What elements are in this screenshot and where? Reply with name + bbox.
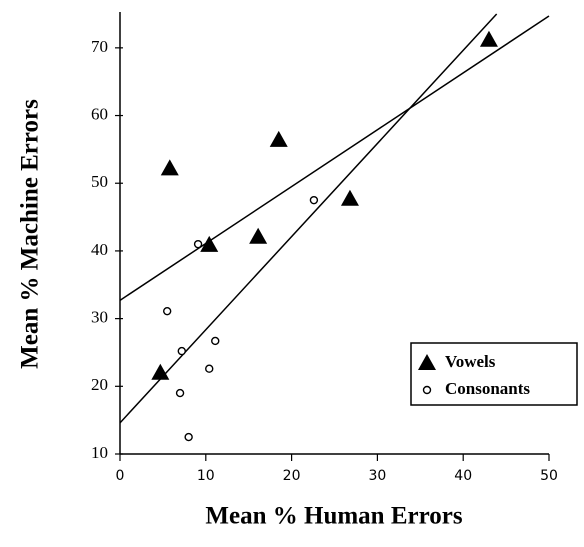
x-tick-label: 40 bbox=[454, 468, 472, 484]
point bbox=[340, 189, 359, 206]
y-tick-label: 30 bbox=[91, 308, 108, 327]
legend-box bbox=[410, 342, 578, 406]
y-tick-label: 20 bbox=[91, 375, 108, 394]
y-tick-label: 10 bbox=[91, 443, 108, 462]
point bbox=[184, 432, 193, 442]
point bbox=[175, 388, 185, 398]
point bbox=[479, 30, 498, 47]
x-tick-label: 20 bbox=[283, 468, 301, 484]
y-tick-label: 60 bbox=[91, 104, 108, 123]
point bbox=[418, 354, 436, 370]
y-tick-label: 70 bbox=[91, 37, 108, 56]
y-axis-label: Mean % Machine Errors bbox=[17, 99, 44, 369]
x-tick-label: 30 bbox=[368, 468, 386, 484]
point bbox=[205, 364, 214, 373]
point bbox=[160, 159, 179, 176]
x-tick-label: 10 bbox=[197, 468, 215, 484]
legend-label: Vowels bbox=[445, 352, 496, 371]
x-tick-label: 50 bbox=[540, 468, 558, 484]
point bbox=[211, 336, 220, 346]
point bbox=[151, 363, 170, 380]
x-axis-label: Mean % Human Errors bbox=[205, 503, 462, 530]
point bbox=[193, 239, 203, 249]
point bbox=[249, 227, 268, 244]
point bbox=[309, 195, 319, 205]
y-tick-label: 40 bbox=[91, 240, 108, 259]
point bbox=[422, 385, 432, 395]
fit-line bbox=[119, 15, 550, 301]
point bbox=[269, 130, 288, 147]
y-tick-label: 50 bbox=[91, 172, 108, 191]
legend-label: Consonants bbox=[445, 379, 530, 398]
point bbox=[177, 346, 186, 356]
x-tick-label: 0 bbox=[116, 468, 125, 484]
point bbox=[200, 235, 219, 252]
point bbox=[162, 306, 172, 316]
